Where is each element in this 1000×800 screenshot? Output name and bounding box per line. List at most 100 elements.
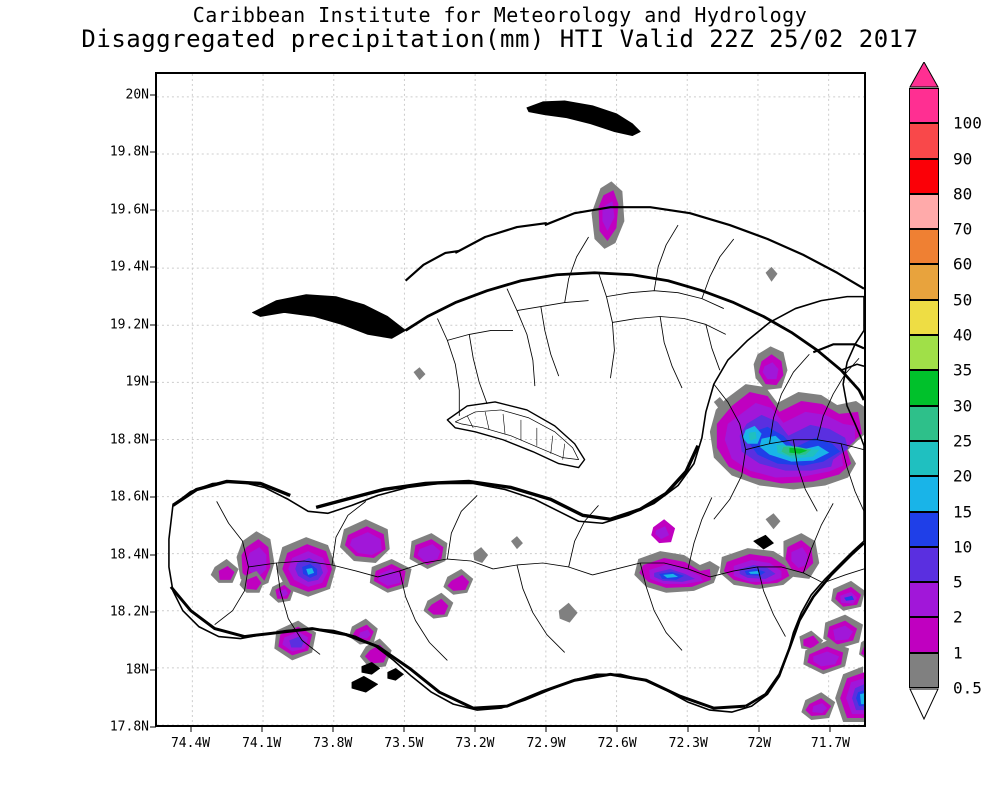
hispaniola-outline xyxy=(168,295,864,713)
x-axis-tick-mark xyxy=(758,726,760,732)
precip-cells-far-southeast xyxy=(801,580,864,723)
map-canvas xyxy=(157,74,864,725)
y-axis-tick-mark xyxy=(150,381,156,383)
precip-cell-port-au-prince xyxy=(634,519,820,593)
tortuga-island xyxy=(526,100,641,137)
x-axis-tick-mark xyxy=(261,726,263,732)
colorbar-tick-label: 60 xyxy=(953,254,973,274)
y-axis-tick-label: 18.2N xyxy=(109,604,149,620)
precip-cell-eastern-maximum xyxy=(709,346,864,490)
y-axis-tick-label: 19.6N xyxy=(109,202,149,218)
y-axis-tick-mark xyxy=(150,669,156,671)
colorbar-top-arrow xyxy=(909,60,939,88)
colorbar-band xyxy=(909,123,939,159)
x-axis-tick-label: 71.7W xyxy=(810,736,851,751)
y-axis-tick-mark xyxy=(150,324,156,326)
colorbar-tick-label: 1 xyxy=(953,643,963,663)
x-axis-tick-mark xyxy=(332,726,334,732)
x-axis-tick-mark xyxy=(545,726,547,732)
colorbar-band xyxy=(909,511,939,547)
x-axis-tick-mark xyxy=(190,726,192,732)
x-axis-tick-label: 73.8W xyxy=(313,736,353,751)
colorbar-tick-label: 100 xyxy=(953,113,982,133)
x-axis-tick-mark xyxy=(616,726,618,732)
x-axis-tick-label: 74.4W xyxy=(170,736,211,751)
y-axis-tick-mark xyxy=(150,611,156,613)
islet-1 xyxy=(361,662,381,675)
colorbar-band xyxy=(909,229,939,265)
x-axis-tick-label: 72.9W xyxy=(526,736,566,751)
colorbar-tick-label: 10 xyxy=(953,537,973,557)
x-axis-tick-mark xyxy=(687,726,689,732)
colorbar-tick-label: 0.5 xyxy=(953,678,982,698)
colorbar-band xyxy=(909,88,939,124)
figure-title-block: Caribbean Institute for Meteorology and … xyxy=(0,4,1000,53)
y-axis-tick-label: 18.6N xyxy=(109,489,149,505)
islet-3 xyxy=(351,676,379,693)
colorbar-tick-label: 5 xyxy=(953,572,963,592)
x-axis-tick-label: 72.3W xyxy=(668,736,708,751)
colorbar-tick-label: 40 xyxy=(953,325,973,345)
colorbar-tick-label: 20 xyxy=(953,466,973,486)
islet-2 xyxy=(387,668,404,681)
colorbar-band xyxy=(909,546,939,583)
north-dr-coastline xyxy=(404,271,864,401)
colorbar-band xyxy=(909,299,939,336)
x-axis-tick-label: 74.1W xyxy=(242,736,282,751)
x-axis-tick-mark xyxy=(403,726,405,732)
colorbar-tick-label: 35 xyxy=(953,360,973,380)
y-axis-tick-label: 19.4N xyxy=(109,259,149,275)
colorbar-tick-label: 25 xyxy=(953,431,973,451)
y-axis-tick-label: 19.8N xyxy=(109,144,149,160)
colorbar-band xyxy=(909,158,939,194)
colorbar-band xyxy=(909,405,939,441)
colorbar-band xyxy=(909,582,939,618)
colorbar-band xyxy=(909,335,939,371)
x-axis-tick-mark xyxy=(474,726,476,732)
coastline-group xyxy=(168,100,864,713)
precip-cells-western-haiti xyxy=(210,519,474,669)
colorbar-band xyxy=(909,440,939,477)
y-axis-tick-mark xyxy=(150,496,156,498)
y-axis-tick-label: 18N xyxy=(125,662,149,678)
x-axis-tick-label: 72W xyxy=(747,736,772,751)
y-axis-tick-label: 19.2N xyxy=(109,317,149,333)
figure-subtitle: Caribbean Institute for Meteorology and … xyxy=(192,3,808,27)
y-axis-tick-label: 18.4N xyxy=(109,547,149,563)
colorbar-bottom-arrow xyxy=(909,688,939,721)
x-axis-tick-label: 73.5W xyxy=(384,736,424,751)
gonave-island xyxy=(446,401,586,469)
precipitation-colorbar: 100 90 80 70 60 50 40 35 30 25 20 15 10 5 2 1 0.5 xyxy=(909,60,982,721)
colorbar-tick-label: 50 xyxy=(953,290,973,310)
y-axis-tick-mark xyxy=(150,151,156,153)
colorbar-band xyxy=(909,617,939,653)
y-axis-tick-mark xyxy=(150,554,156,556)
colorbar-tick-label: 15 xyxy=(953,502,973,522)
northwest-peninsula xyxy=(252,294,406,339)
y-axis-tick-mark xyxy=(150,726,156,728)
y-axis-tick-label: 19N xyxy=(125,374,149,390)
colorbar-band xyxy=(909,370,939,406)
islet-4 xyxy=(753,534,774,550)
x-axis-tick-label: 73.2W xyxy=(455,736,495,751)
colorbar-band xyxy=(909,264,939,300)
colorbar-tick-label: 2 xyxy=(953,607,963,627)
y-axis-tick-label: 20N xyxy=(125,87,149,103)
precip-gray-specks xyxy=(413,367,781,623)
y-axis-tick-mark xyxy=(150,209,156,211)
colorbar-band xyxy=(909,476,939,512)
figure-title: Disaggregated precipitation(mm) HTI Vali… xyxy=(81,25,919,53)
precip-speck-dr-1 xyxy=(765,266,778,282)
y-axis-tick-mark xyxy=(150,266,156,268)
colorbar-tick-label: 90 xyxy=(953,149,973,169)
colorbar-tick-label: 80 xyxy=(953,184,973,204)
x-axis-tick-label: 72.6W xyxy=(597,736,637,751)
map-plot-area xyxy=(155,72,866,727)
y-axis-tick-mark xyxy=(150,439,156,441)
x-axis-tick-mark xyxy=(829,726,831,732)
precip-cell-central-dr xyxy=(591,181,625,249)
colorbar-band xyxy=(909,652,939,688)
colorbar-band xyxy=(909,193,939,230)
colorbar-tick-label: 30 xyxy=(953,396,973,416)
